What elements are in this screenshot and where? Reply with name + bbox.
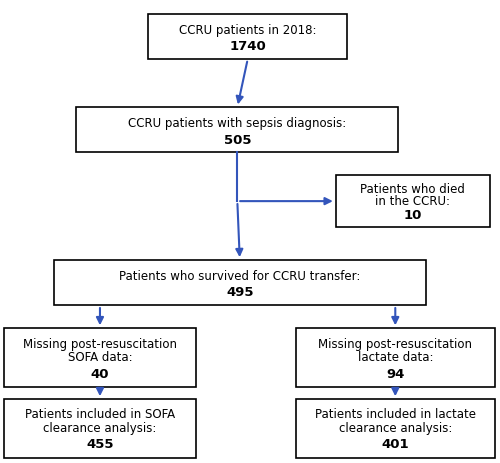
Text: CCRU patients with sepsis diagnosis:: CCRU patients with sepsis diagnosis: [128, 118, 346, 131]
Text: Patients who survived for CCRU transfer:: Patients who survived for CCRU transfer: [119, 270, 360, 283]
Text: 40: 40 [90, 368, 109, 381]
FancyBboxPatch shape [4, 399, 196, 458]
FancyBboxPatch shape [296, 399, 494, 458]
Text: 455: 455 [86, 438, 114, 451]
Text: Patients included in SOFA: Patients included in SOFA [25, 408, 175, 421]
FancyBboxPatch shape [76, 107, 398, 152]
Text: in the CCRU:: in the CCRU: [375, 194, 450, 207]
Text: clearance analysis:: clearance analysis: [338, 422, 452, 435]
FancyBboxPatch shape [336, 175, 490, 227]
Text: Missing post-resuscitation: Missing post-resuscitation [318, 338, 472, 350]
FancyBboxPatch shape [4, 328, 196, 387]
Text: lactate data:: lactate data: [358, 351, 433, 364]
Text: SOFA data:: SOFA data: [68, 351, 132, 364]
Text: 495: 495 [226, 287, 254, 300]
FancyBboxPatch shape [296, 328, 494, 387]
Text: 10: 10 [404, 209, 422, 222]
Text: CCRU patients in 2018:: CCRU patients in 2018: [179, 24, 316, 37]
Text: Missing post-resuscitation: Missing post-resuscitation [23, 338, 177, 350]
Text: clearance analysis:: clearance analysis: [44, 422, 156, 435]
Text: 94: 94 [386, 368, 404, 381]
FancyBboxPatch shape [54, 260, 426, 305]
Text: Patients included in lactate: Patients included in lactate [315, 408, 476, 421]
Text: 505: 505 [224, 134, 251, 147]
Text: 1740: 1740 [230, 40, 266, 53]
FancyBboxPatch shape [148, 14, 347, 59]
Text: 401: 401 [382, 438, 409, 451]
Text: Patients who died: Patients who died [360, 183, 465, 196]
